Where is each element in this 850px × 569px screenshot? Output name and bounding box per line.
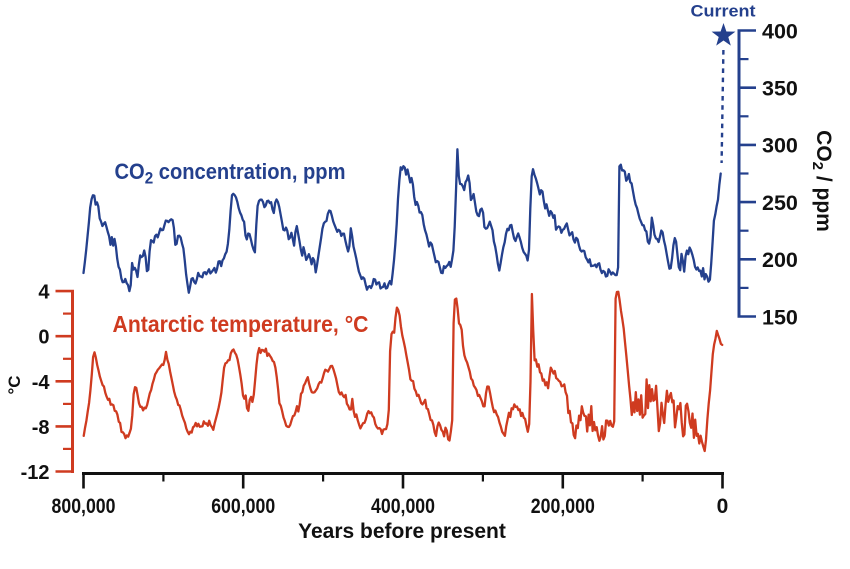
svg-text:600,000: 600,000 (211, 495, 275, 518)
svg-text:-4: -4 (32, 372, 51, 394)
svg-text:200: 200 (762, 248, 798, 272)
svg-text:Current: Current (691, 2, 756, 21)
svg-text:CO2 concentration, ppm: CO2 concentration, ppm (115, 159, 346, 188)
svg-text:°C: °C (5, 375, 24, 394)
svg-text:0: 0 (38, 327, 49, 349)
svg-text:400,000: 400,000 (371, 495, 435, 518)
svg-text:400: 400 (762, 19, 798, 43)
svg-text:250: 250 (762, 191, 798, 215)
svg-text:300: 300 (762, 134, 798, 158)
svg-text:350: 350 (762, 77, 798, 101)
svg-text:200,000: 200,000 (531, 495, 595, 518)
svg-text:800,000: 800,000 (52, 495, 116, 518)
svg-text:-8: -8 (32, 417, 50, 439)
svg-text:-12: -12 (21, 462, 50, 484)
svg-text:150: 150 (762, 305, 798, 329)
svg-text:0: 0 (717, 495, 729, 518)
svg-text:Antarctic temperature, °C: Antarctic temperature, °C (113, 311, 369, 337)
svg-text:4: 4 (38, 282, 50, 304)
svg-text:CO2 / ppm: CO2 / ppm (809, 130, 835, 232)
svg-text:Years before present: Years before present (298, 520, 506, 543)
